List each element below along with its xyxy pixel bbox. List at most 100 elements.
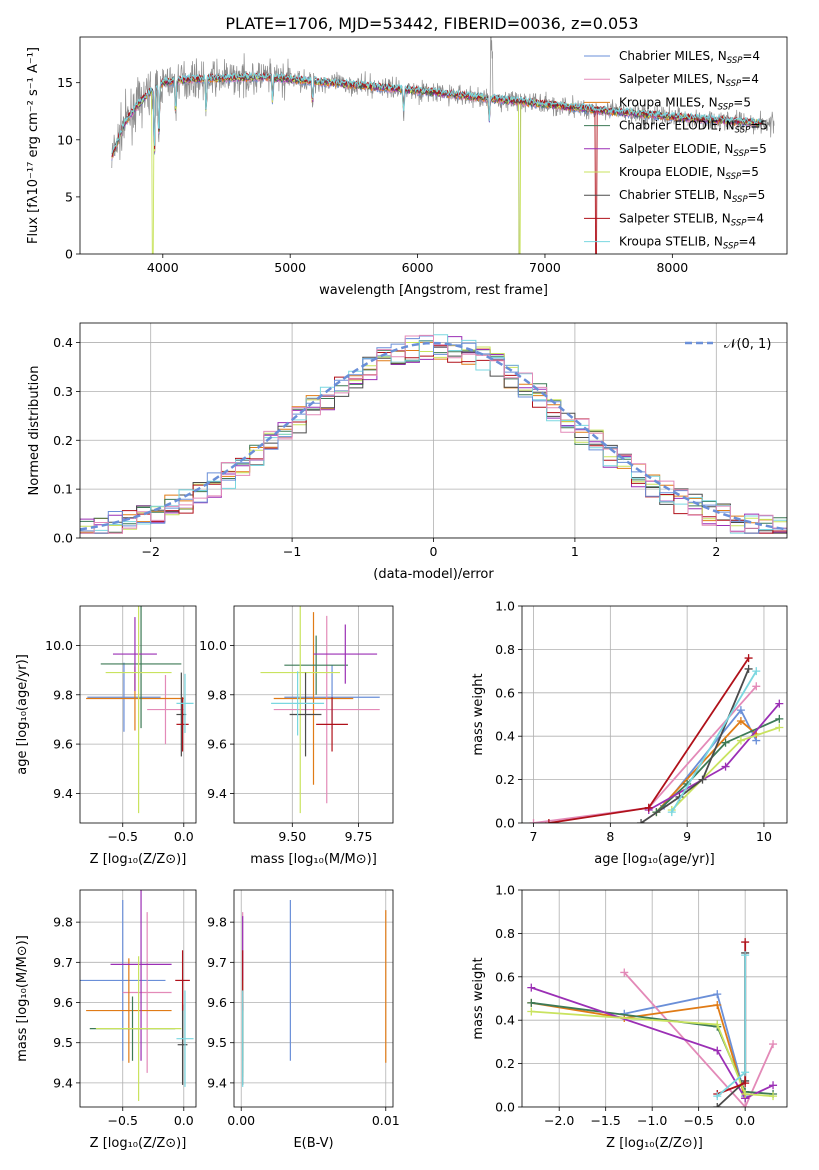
weight-vs-age-series-marker: [775, 714, 784, 723]
weight-vs-z-plot-area: [522, 890, 787, 1107]
residuals-histogram: [80, 334, 787, 534]
weight-vs-age-xlabel: age [log₁₀(age/yr)]: [594, 852, 715, 867]
weight-vs-z-xtick-label: −1.5: [591, 1113, 621, 1128]
weight-vs-z-xtick-label: 0.0: [735, 1113, 755, 1128]
residuals-xtick-label: 1: [571, 544, 579, 559]
weight-vs-age-series-marker: [775, 699, 784, 708]
weight-vs-age-series-marker: [752, 682, 761, 691]
residuals-legend-label: 𝒩(0, 1): [724, 337, 771, 352]
spectrum-xlabel: wavelength [Angstrom, rest frame]: [319, 283, 548, 298]
weight-vs-z-series-marker: [741, 951, 750, 960]
residuals-xlabel: (data-model)/error: [373, 567, 494, 582]
weight-vs-z-series-marker: [741, 1079, 750, 1088]
age-vs-z-ytick-label: 9.8: [53, 687, 73, 702]
weight-vs-age-xtick-label: 9: [683, 829, 691, 844]
age-vs-mass-axes-frame: [233, 605, 394, 824]
weight-vs-age-series-line: [671, 670, 758, 813]
residuals-xtick-label: −1: [283, 544, 301, 559]
spectrum-xtick-label: 4000: [147, 260, 179, 275]
spectrum-axes-frame: [79, 36, 788, 255]
age-vs-mass-plot-area: [234, 606, 393, 823]
weight-vs-age-series-marker: [736, 736, 745, 745]
weight-vs-age-xtick-label: 10: [756, 829, 772, 844]
legend-entry-7: Salpeter STELIB, NSSP=4: [619, 211, 764, 228]
spectrum-ytick-label: 10: [57, 132, 73, 147]
weight-vs-age-series-marker: [744, 654, 753, 663]
weight-vs-z-series-marker: [741, 1068, 750, 1077]
legend-entry-0: Chabrier MILES, NSSP=4: [619, 49, 760, 66]
spectrum-xtick-label: 8000: [656, 260, 688, 275]
age-vs-z-ytick-label: 9.4: [53, 786, 73, 801]
age-vs-z-axes-frame: [79, 605, 197, 824]
weight-vs-z-series-marker: [741, 1103, 750, 1107]
weight-vs-age-series-marker: [637, 819, 646, 823]
mass-vs-ebv-ytick-label: 9.5: [207, 1035, 227, 1050]
weight-vs-age-ytick-label: 0.2: [495, 772, 515, 787]
weight-vs-age-series-marker: [744, 664, 753, 673]
age-vs-mass-ytick-label: 10.0: [199, 638, 227, 653]
age-vs-mass-ytick-label: 9.6: [207, 737, 227, 752]
weight-vs-z-series-marker: [713, 1001, 722, 1010]
mass-vs-ebv-plot-area: [234, 890, 393, 1107]
weight-vs-age-ytick-label: 0.0: [495, 816, 515, 831]
weight-vs-z-xtick-label: −1.0: [637, 1113, 667, 1128]
spectrum-model-line: [111, 73, 762, 254]
mass-vs-z-xtick-label: −0.5: [108, 1113, 138, 1128]
spectrum-xtick-label: 7000: [529, 260, 561, 275]
spectrum-ylabel: Flux [fλ10⁻¹⁷ erg cm⁻² s⁻¹ A⁻¹]: [26, 47, 41, 244]
legend-entry-3: Chabrier ELODIE, NSSP=5: [619, 119, 768, 136]
weight-vs-age-ytick-label: 1.0: [495, 599, 515, 614]
weight-vs-age-ytick-label: 0.8: [495, 642, 515, 657]
spectrum-model-line: [111, 71, 762, 254]
weight-vs-z-series-marker: [527, 983, 536, 992]
age-vs-z-ytick-label: 9.6: [53, 737, 73, 752]
weight-vs-z-axes-frame: [521, 889, 788, 1108]
weight-vs-z-series-marker: [713, 990, 722, 999]
weight-vs-z-series-line: [531, 1010, 774, 1098]
spectrum-xtick-label: 6000: [402, 260, 434, 275]
spectrum-ytick-label: 5: [65, 189, 73, 204]
spectrum-ytick-label: 15: [57, 75, 73, 90]
weight-vs-age-series-marker: [721, 762, 730, 771]
age-vs-mass-xtick-label: 9.75: [345, 829, 373, 844]
age-vs-z-ylabel: age [log₁₀(age/yr)]: [15, 654, 30, 775]
mass-vs-z-ytick-label: 9.7: [53, 955, 73, 970]
weight-vs-z-ytick-label: 0.4: [495, 1013, 515, 1028]
age-vs-mass-xlabel: mass [log₁₀(M/M⊙)]: [250, 852, 377, 867]
weight-vs-age-series-marker: [752, 667, 761, 676]
residuals-ylabel: Normed distribution: [27, 366, 42, 496]
weight-vs-age-ytick-label: 0.4: [495, 729, 515, 744]
weight-vs-z-series-line: [623, 971, 774, 1107]
spectrum-plot-area: [111, 37, 775, 254]
weight-vs-age-series-line: [533, 685, 757, 823]
residuals-xtick-label: 2: [712, 544, 720, 559]
weight-vs-age-ytick-label: 0.6: [495, 685, 515, 700]
mass-vs-ebv-xtick-label: 0.01: [372, 1113, 400, 1128]
residuals-xtick-label: 0: [430, 544, 438, 559]
age-vs-mass-ytick-label: 9.4: [207, 786, 227, 801]
legend-entry-8: Kroupa STELIB, NSSP=4: [619, 235, 756, 252]
weight-vs-age-xtick-label: 8: [606, 829, 614, 844]
mass-vs-z-plot-area: [80, 890, 196, 1107]
mass-vs-z-ytick-label: 9.6: [53, 995, 73, 1010]
spectrum-model-line: [111, 71, 762, 154]
residuals-axes-frame: [79, 322, 788, 539]
mass-vs-z-xtick-label: 0.0: [174, 1113, 194, 1128]
age-vs-z-xlabel: Z [log₁₀(Z/Z⊙)]: [90, 852, 187, 867]
figure-title: PLATE=1706, MJD=53442, FIBERID=0036, z=0…: [225, 14, 638, 33]
mass-vs-z-ytick-label: 9.8: [53, 915, 73, 930]
weight-vs-z-ytick-label: 0.2: [495, 1056, 515, 1071]
weight-vs-age-ylabel: mass weight: [471, 673, 486, 755]
weight-vs-age-series-marker: [644, 803, 653, 812]
weight-vs-age-plot-area: [522, 606, 787, 823]
legend-entry-6: Chabrier STELIB, NSSP=5: [619, 188, 765, 205]
mass-vs-ebv-ytick-label: 9.7: [207, 955, 227, 970]
residuals-ytick-label: 0.1: [53, 482, 73, 497]
weight-vs-z-series-marker: [769, 1092, 778, 1101]
residuals-gaussian-curve: [80, 341, 787, 531]
legend-entry-2: Kroupa MILES, NSSP=5: [619, 95, 751, 112]
weight-vs-z-series-marker: [769, 1040, 778, 1049]
weight-vs-age-series-marker: [544, 819, 553, 823]
